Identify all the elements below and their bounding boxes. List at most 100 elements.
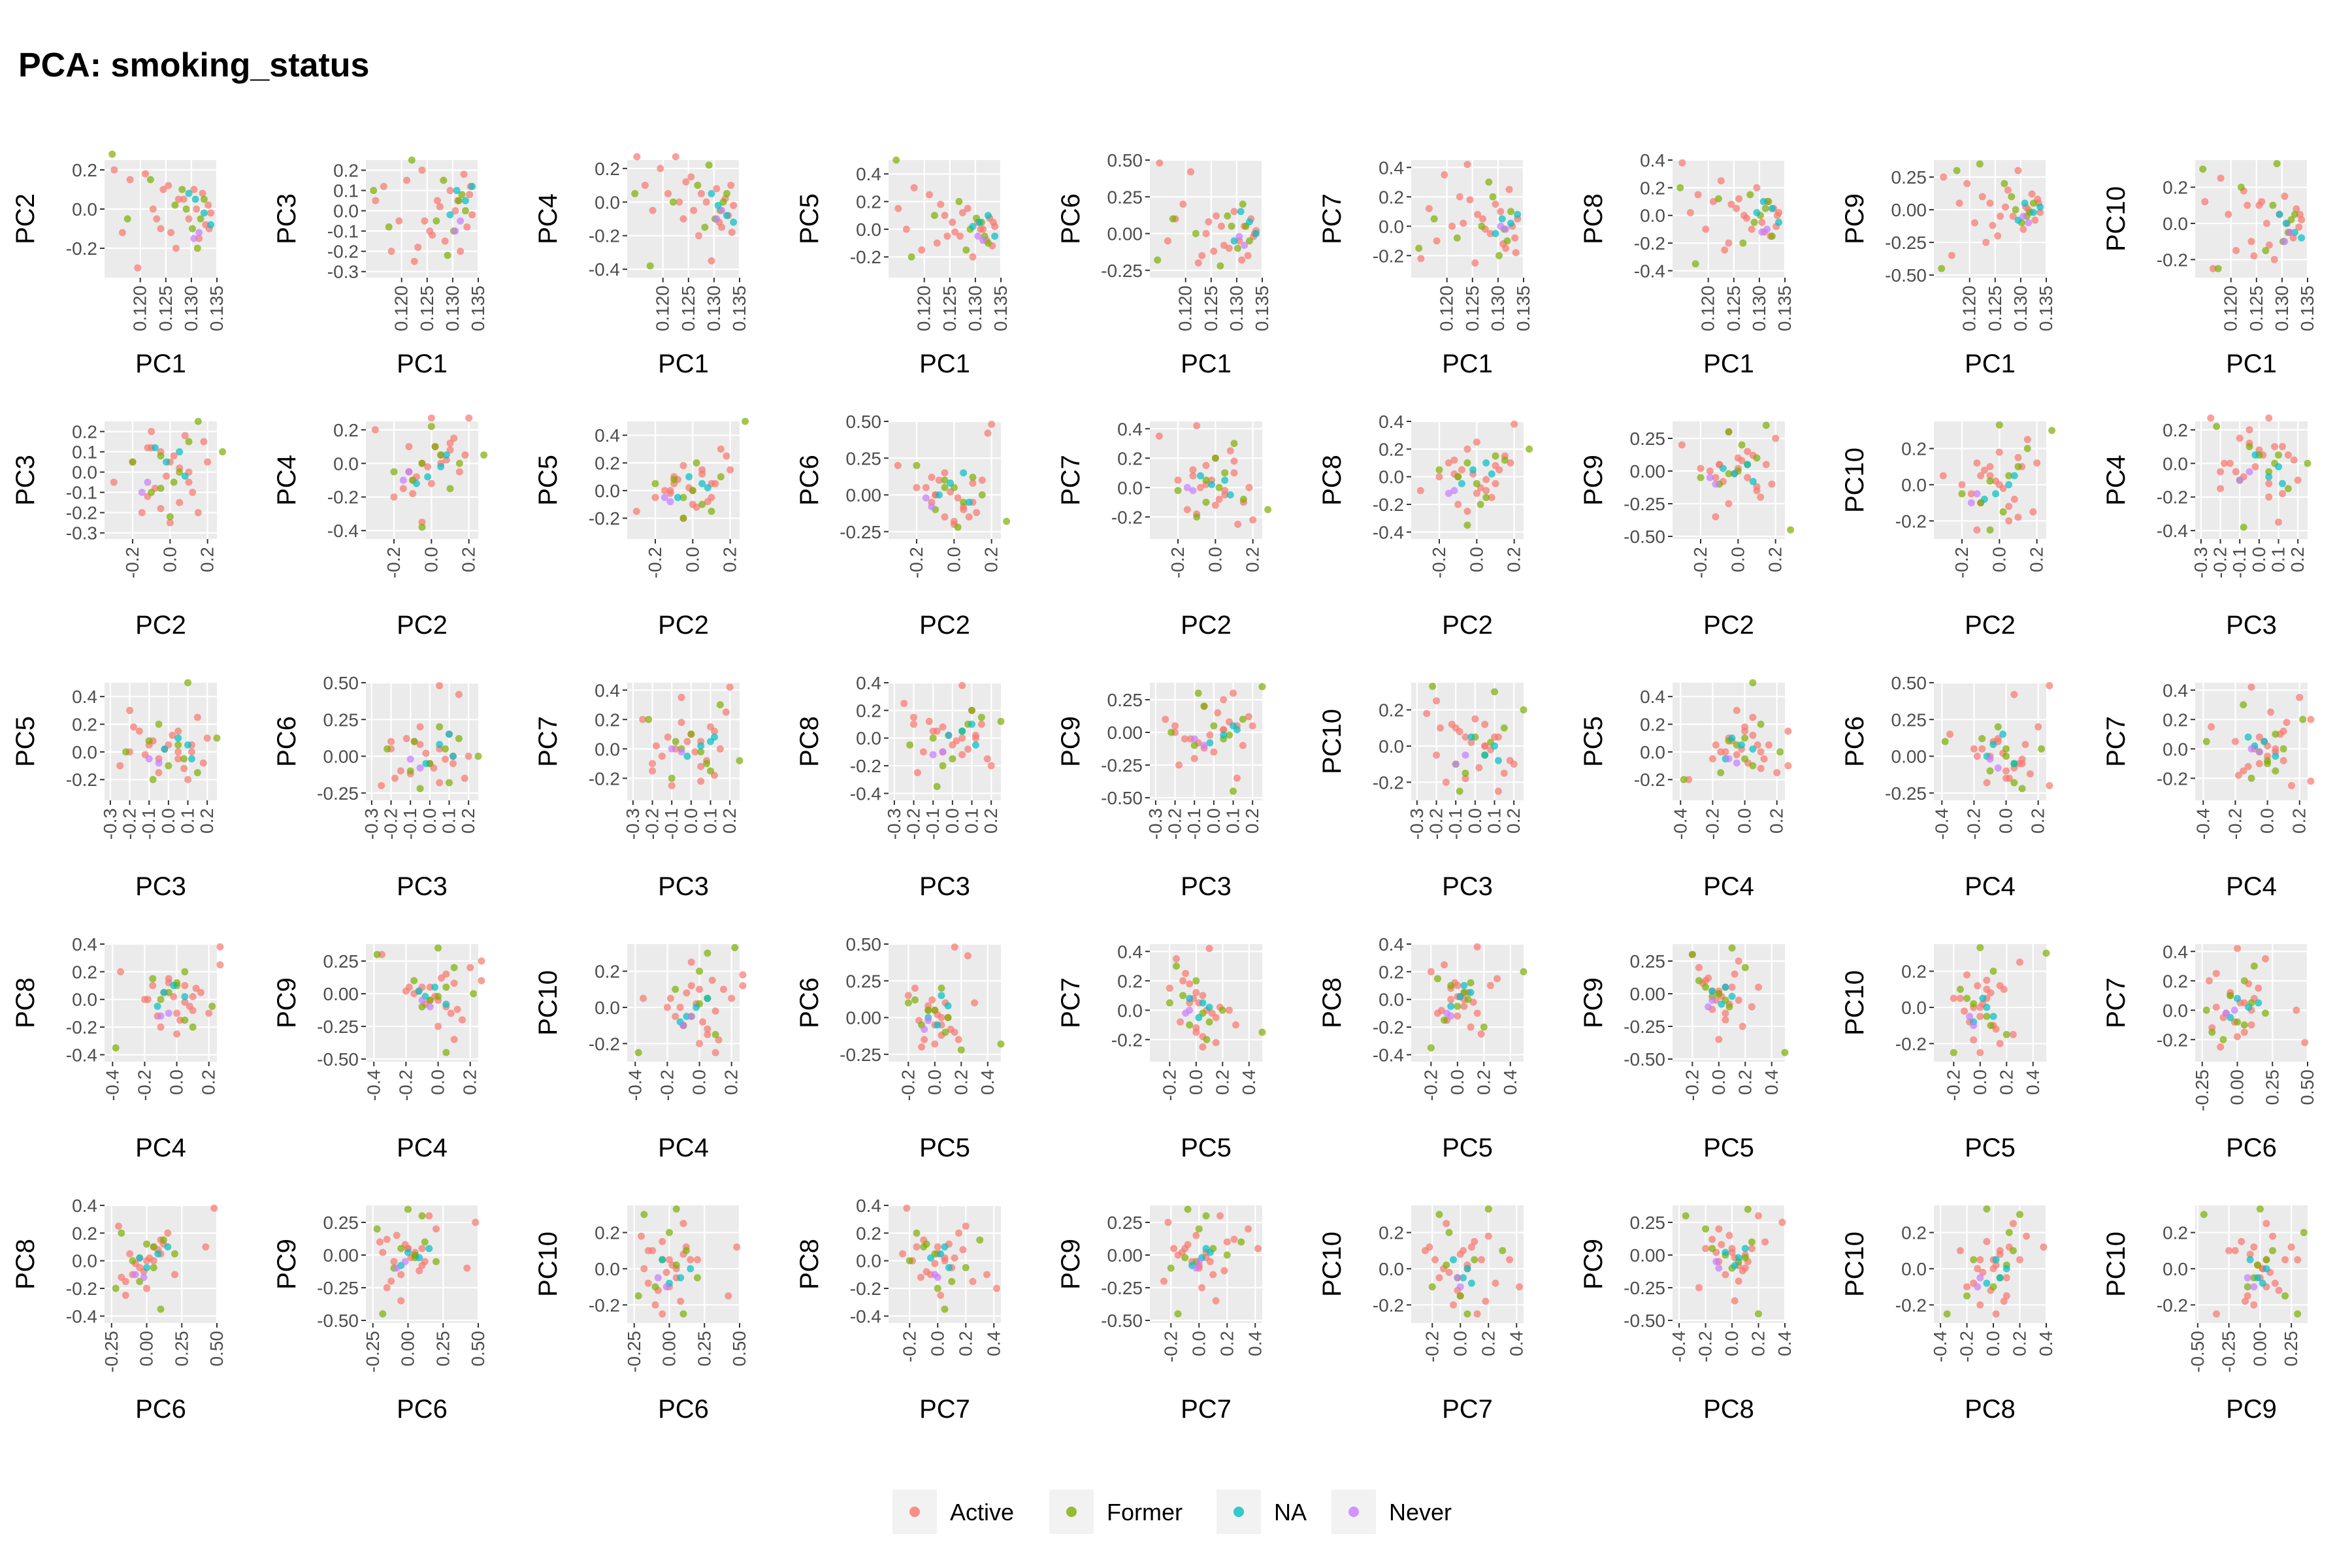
y-tick-label: 0.0 (2163, 739, 2188, 759)
point-former (1239, 715, 1247, 723)
point-active (1722, 1271, 1729, 1279)
x-tick-label: 0.50 (729, 1331, 749, 1367)
point-active (181, 432, 189, 440)
point-active (1192, 988, 1200, 996)
point-na (677, 1274, 685, 1282)
point-former (696, 968, 704, 975)
point-former (948, 1277, 956, 1285)
point-active (938, 1014, 945, 1021)
y-tick-label: -0.2 (589, 1295, 620, 1315)
point-former (719, 198, 727, 206)
point-active (2238, 1237, 2246, 1245)
point-active (450, 434, 458, 442)
point-active (1961, 1007, 1968, 1015)
point-active (977, 225, 985, 233)
x-tick-label: -0.2 (1682, 1070, 1702, 1101)
x-tick-label: 0.2 (1503, 808, 1524, 834)
y-tick-label: 0.00 (1107, 723, 1143, 743)
point-former (1463, 459, 1471, 467)
x-tick-label: -0.4 (102, 1070, 122, 1101)
point-former (176, 468, 184, 476)
point-na (176, 448, 184, 456)
x-axis-title: PC1 (919, 350, 970, 378)
y-tick-label: 0.25 (1891, 710, 1927, 730)
x-tick-label: 0.135 (1252, 286, 1272, 331)
y-tick-label: -0.25 (1624, 494, 1665, 514)
point-active (921, 1036, 928, 1043)
point-active (181, 998, 189, 1006)
point-former (2202, 738, 2210, 745)
point-active (1192, 1024, 1200, 1032)
point-former (1725, 1003, 1733, 1011)
point-former (157, 996, 165, 1004)
x-tick-label: 0.125 (1985, 286, 2005, 331)
point-active (989, 218, 997, 226)
x-tick-label: 0.125 (1201, 286, 1221, 331)
point-active (677, 1298, 685, 1305)
point-active (1706, 467, 1714, 475)
x-tick-label: 0.00 (2227, 1070, 2247, 1105)
point-former (949, 755, 956, 762)
point-former (1415, 244, 1423, 252)
point-active (2294, 1256, 2302, 1264)
point-former (1976, 944, 1984, 952)
y-tick-label: 0.2 (2163, 1223, 2188, 1243)
point-never (157, 1012, 165, 1020)
x-tick-label: 0.4 (983, 1331, 1004, 1356)
point-na (1467, 1279, 1475, 1287)
point-former (1169, 215, 1177, 223)
point-active (143, 1257, 150, 1265)
y-tick-label: -0.2 (2157, 768, 2188, 789)
x-axis-title: PC1 (135, 350, 186, 378)
point-active (1702, 225, 1710, 233)
point-active (1748, 1245, 1756, 1252)
y-tick-label: 0.2 (595, 453, 620, 474)
point-former (1264, 506, 1272, 514)
point-former (379, 1310, 387, 1318)
point-active (190, 186, 198, 193)
point-active (900, 700, 908, 708)
point-active (437, 974, 445, 982)
point-active (1184, 1241, 1192, 1249)
point-active (1254, 1245, 1262, 1252)
point-former (2018, 785, 2026, 792)
point-active (118, 1273, 125, 1281)
point-active (1492, 462, 1499, 470)
point-active (739, 982, 747, 990)
point-former (1202, 1212, 1210, 1220)
point-former (208, 1002, 216, 1010)
point-active (1423, 710, 1431, 717)
point-active (116, 762, 124, 770)
point-active (1183, 506, 1191, 514)
x-tick-label: 0.120 (1698, 286, 1718, 331)
point-former (455, 197, 463, 204)
x-tick-label: 0.125 (1462, 286, 1482, 331)
point-former (1963, 1292, 1971, 1299)
panels-layer: 0.120 0.125 0.130 0.135-0.20.00.2PC1PC20.12… (11, 150, 2317, 1424)
point-active (951, 943, 958, 951)
point-former (1978, 735, 1986, 742)
y-tick-label: 0.2 (333, 420, 359, 440)
point-active (2281, 192, 2289, 200)
point-active (899, 1250, 906, 1258)
point-former (2208, 1028, 2216, 1036)
point-na (945, 1264, 953, 1271)
point-active (1725, 500, 1733, 508)
point-active (1220, 1267, 1228, 1275)
point-active (973, 509, 981, 516)
y-tick-label: 0.2 (1640, 178, 1665, 198)
x-axis-title: PC5 (1442, 1134, 1493, 1162)
point-active (958, 751, 966, 759)
point-former (1228, 222, 1235, 230)
point-na (424, 473, 432, 481)
point-active (2033, 459, 2041, 467)
x-tick-label: -0.3 (623, 808, 643, 840)
x-axis-title: PC3 (397, 872, 448, 901)
point-active (2019, 225, 2027, 233)
y-tick-label: 0.4 (72, 934, 97, 955)
point-former (1499, 1247, 1507, 1254)
